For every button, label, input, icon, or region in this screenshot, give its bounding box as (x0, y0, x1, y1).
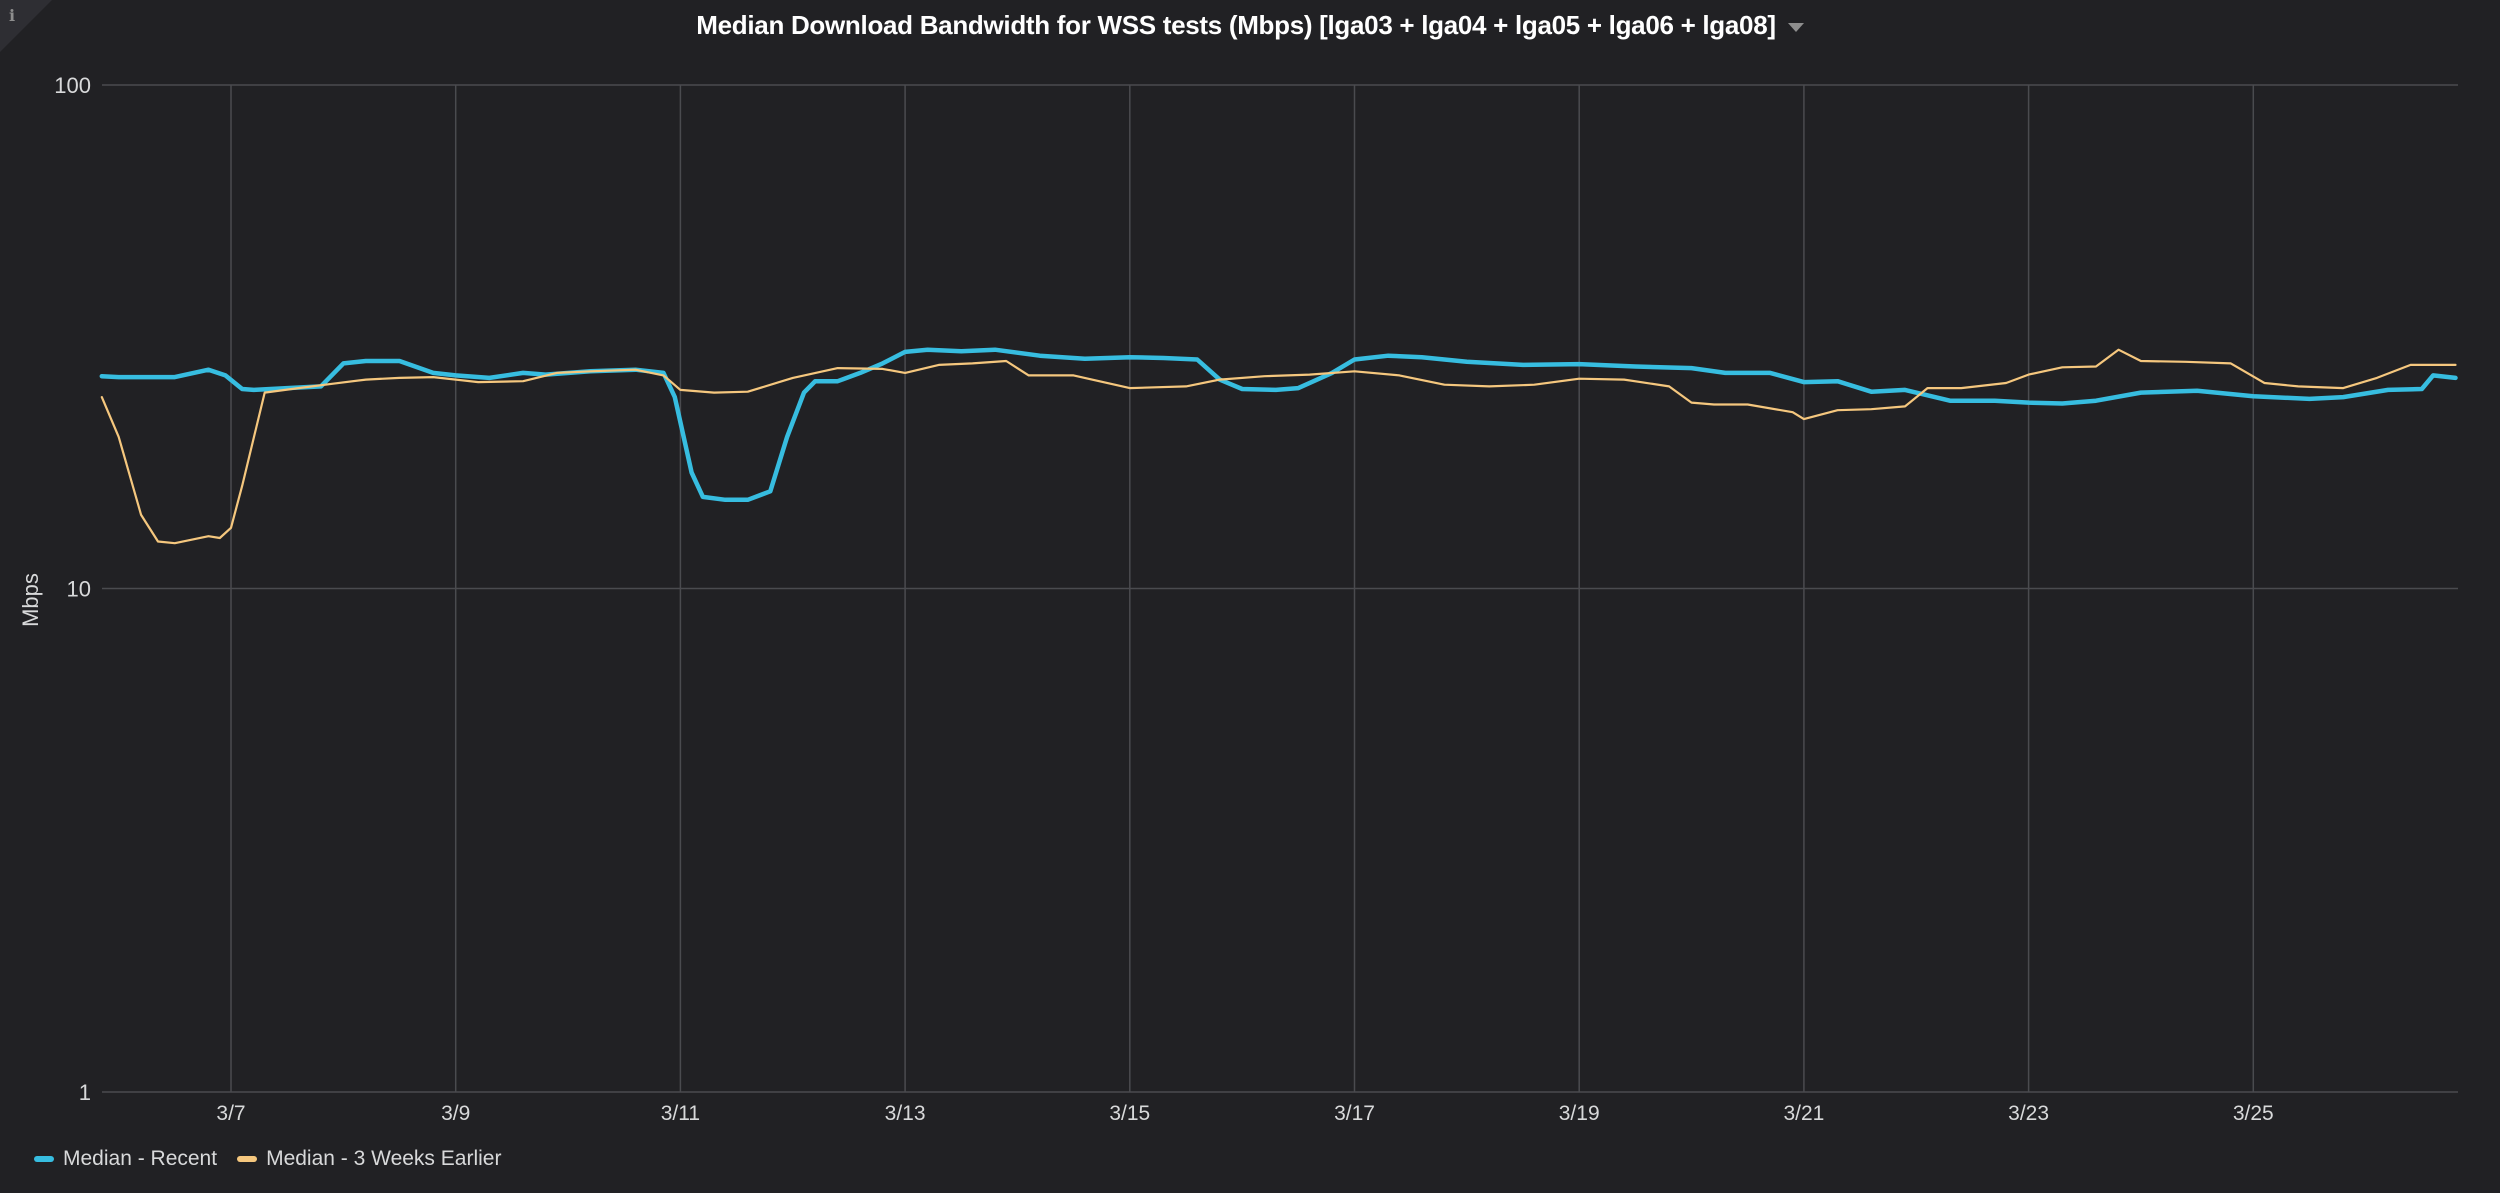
panel-title[interactable]: Median Download Bandwidth for WSS tests … (0, 10, 2500, 41)
x-tick-label: 3/17 (1334, 1102, 1375, 1125)
y-axis-label: Mbps (18, 573, 43, 627)
legend: Median - Recent Median - 3 Weeks Earlier (34, 1147, 521, 1171)
x-axis: 3/7 3/9 3/11 3/13 3/15 3/17 3/19 3/21 3/23 3/25 (216, 1102, 2273, 1125)
x-tick-label: 3/21 (1783, 1102, 1824, 1125)
x-tick-label: 3/25 (2233, 1102, 2274, 1125)
y-axis: 1 10 100 (54, 73, 91, 1105)
info-icon[interactable]: i (9, 6, 16, 25)
chart-grid (102, 84, 2458, 1093)
panel-title-text: Median Download Bandwidth for WSS tests … (696, 10, 1776, 40)
series-line-3-weeks-earlier[interactable] (100, 348, 2457, 545)
series-line-recent[interactable] (99, 347, 2458, 503)
series-lines (99, 347, 2458, 545)
x-tick-label: 3/11 (661, 1102, 700, 1125)
y-tick-label: 100 (54, 73, 91, 98)
legend-label-recent: Median - Recent (63, 1147, 218, 1170)
x-tick-label: 3/19 (1559, 1102, 1600, 1125)
y-tick-label: 1 (79, 1080, 91, 1105)
panel-info-corner[interactable] (0, 0, 52, 52)
legend-swatch-recent (34, 1156, 54, 1162)
x-tick-label: 3/15 (1109, 1102, 1150, 1125)
x-tick-label: 3/7 (216, 1102, 245, 1125)
x-tick-label: 3/23 (2008, 1102, 2049, 1125)
caret-down-icon[interactable] (1787, 22, 1804, 32)
legend-item-recent[interactable]: Median - Recent (34, 1147, 217, 1171)
x-tick-label: 3/13 (885, 1102, 926, 1125)
legend-item-3-weeks-earlier[interactable]: Median - 3 Weeks Earlier (237, 1147, 501, 1171)
legend-label-3-weeks-earlier: Median - 3 Weeks Earlier (266, 1147, 502, 1170)
y-tick-label: 10 (67, 577, 91, 602)
legend-swatch-3-weeks-earlier (237, 1156, 258, 1162)
x-tick-label: 3/9 (441, 1102, 470, 1125)
